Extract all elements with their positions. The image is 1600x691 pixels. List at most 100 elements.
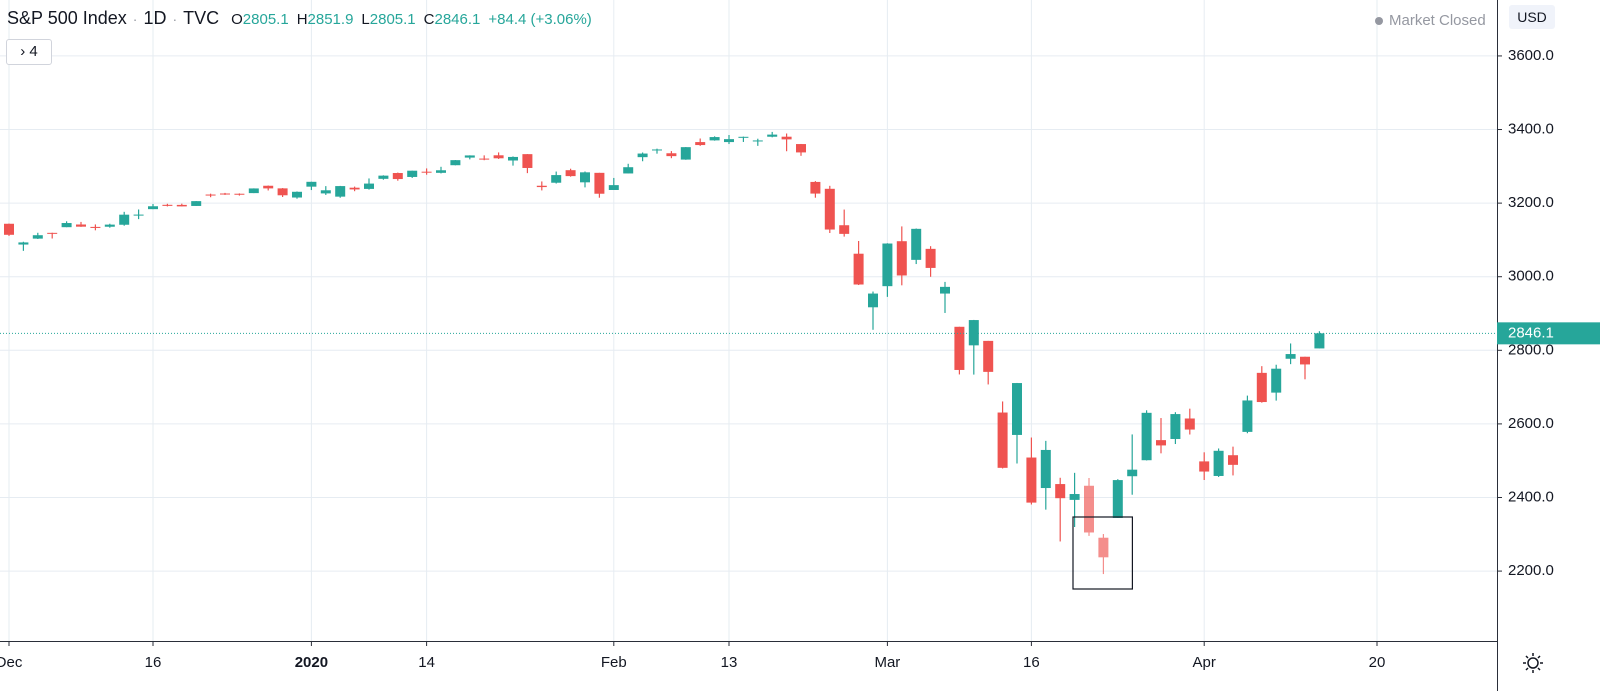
candle-body [320, 190, 331, 194]
candle [738, 136, 749, 142]
candle [191, 201, 202, 206]
candle [1285, 343, 1296, 365]
ohlc-value: 2846.1 [434, 11, 481, 28]
candle-body [148, 206, 158, 210]
candle-body [450, 160, 461, 166]
candle-body [954, 326, 965, 370]
candle-body [680, 147, 691, 160]
candle-body [436, 170, 446, 173]
market-status: Market Closed [1375, 12, 1486, 29]
candle-body [277, 188, 288, 196]
settings-icon[interactable] [1523, 653, 1543, 673]
change: +84.4 (+3.06%) [488, 11, 592, 28]
grid [0, 0, 1497, 641]
y-tick-label: 3000.0 [1508, 268, 1554, 285]
candle-body [220, 193, 230, 195]
candle [839, 209, 850, 237]
candle [421, 168, 432, 175]
candle [1026, 437, 1037, 505]
selection-box [1072, 516, 1134, 590]
candle-body [263, 185, 274, 189]
candle-body [364, 183, 374, 189]
candle [248, 188, 259, 194]
candle [652, 148, 662, 154]
candle-body [1040, 449, 1051, 489]
candle [1112, 479, 1123, 518]
candle [1242, 395, 1253, 434]
last-price-badge [1497, 322, 1600, 345]
x-tick-label: Feb [601, 654, 627, 671]
candle [104, 223, 115, 228]
candle [767, 131, 778, 138]
candle [1040, 440, 1051, 510]
candle-body [695, 142, 706, 146]
candle-body [1098, 537, 1109, 558]
y-tick-label: 2200.0 [1508, 562, 1554, 579]
candle [90, 224, 101, 231]
candle [536, 181, 547, 191]
candle [1141, 410, 1152, 461]
candle-body [378, 175, 389, 179]
ohlc-value: 2851.9 [307, 11, 354, 28]
candle-body [637, 153, 648, 158]
candle [1098, 534, 1109, 575]
currency[interactable]: USD [1509, 5, 1555, 29]
candle-body [90, 226, 101, 228]
candle-body [1300, 356, 1310, 365]
ohlc-label: O [231, 11, 243, 28]
candle-body [1127, 469, 1138, 477]
candle-body [392, 173, 403, 180]
x-tick-label: 2020 [295, 654, 328, 671]
y-tick-label: 2800.0 [1508, 341, 1554, 358]
exchange: TVC [183, 8, 220, 28]
candle-body [666, 153, 677, 157]
symbol: S&P 500 Index [7, 8, 127, 28]
candle [853, 240, 864, 286]
candle [983, 340, 994, 385]
candle-body [536, 185, 547, 188]
candle-body [191, 201, 202, 206]
candle [968, 319, 979, 375]
candle [695, 138, 706, 146]
candle [320, 186, 331, 195]
y-tick-label: 3400.0 [1508, 120, 1554, 137]
candle [680, 147, 691, 160]
indicators-count: 4 [29, 43, 38, 60]
candle [508, 156, 518, 166]
candle-body [896, 241, 907, 276]
indicators-toggle[interactable]: › 4 [6, 39, 52, 65]
x-tick-label: Apr [1193, 654, 1216, 671]
candle [1228, 446, 1238, 476]
candle [565, 168, 576, 177]
candle-body [1084, 485, 1094, 533]
candle [594, 172, 605, 198]
candle-body [551, 175, 562, 183]
candle [392, 172, 403, 181]
candle-body [565, 170, 576, 177]
candle-body [911, 228, 922, 260]
ohlc-value: 2805.1 [242, 11, 289, 28]
candle [335, 185, 346, 198]
candle [119, 211, 130, 226]
candle-body [853, 253, 864, 285]
candle-body [824, 188, 835, 230]
candle-body [335, 186, 346, 197]
candle-body [1026, 457, 1037, 503]
candle [580, 171, 590, 188]
candle-body [580, 172, 590, 183]
candle [925, 246, 936, 277]
candle [724, 135, 734, 145]
candle-body [1271, 368, 1282, 393]
candle [796, 143, 806, 156]
candle-body [205, 194, 216, 196]
candle-body [1156, 440, 1166, 446]
candle-body [968, 320, 979, 346]
candle-body [1213, 450, 1224, 476]
last-price-label: 2846.1 [1508, 324, 1554, 341]
candle [32, 232, 43, 239]
candle [824, 185, 835, 233]
candle-body [1228, 455, 1238, 465]
candle-body [133, 214, 144, 216]
candle-body [724, 139, 734, 143]
